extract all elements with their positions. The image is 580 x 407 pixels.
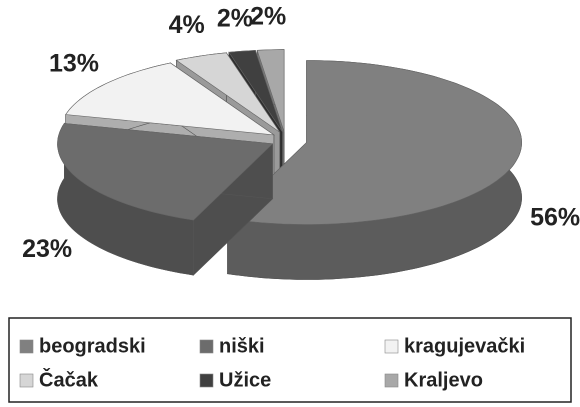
value-label: 13% bbox=[49, 50, 99, 78]
slice bbox=[226, 60, 522, 225]
legend-label: beogradski bbox=[39, 335, 146, 357]
legend-swatch bbox=[199, 373, 214, 388]
legend-label: Užice bbox=[219, 369, 271, 391]
value-label: 56% bbox=[530, 203, 580, 231]
slice bbox=[228, 50, 283, 132]
value-label: 2% bbox=[217, 4, 253, 32]
legend-label: kragujevački bbox=[404, 335, 525, 357]
slice bbox=[65, 62, 276, 136]
legend-swatch bbox=[199, 339, 214, 354]
value-label: 2% bbox=[250, 2, 286, 30]
slice bbox=[256, 49, 285, 132]
legend-label: niški bbox=[219, 335, 265, 357]
legend-swatch bbox=[19, 339, 34, 354]
value-label: 4% bbox=[169, 11, 205, 39]
value-label: 23% bbox=[22, 235, 72, 263]
slice bbox=[57, 123, 274, 221]
legend-swatch bbox=[384, 339, 399, 354]
legend-box bbox=[8, 317, 572, 403]
legend-swatch bbox=[19, 373, 34, 388]
slice bbox=[175, 52, 281, 133]
legend-swatch bbox=[384, 373, 399, 388]
legend-label: Kraljevo bbox=[404, 369, 483, 391]
legend-label: Čačak bbox=[39, 367, 99, 391]
